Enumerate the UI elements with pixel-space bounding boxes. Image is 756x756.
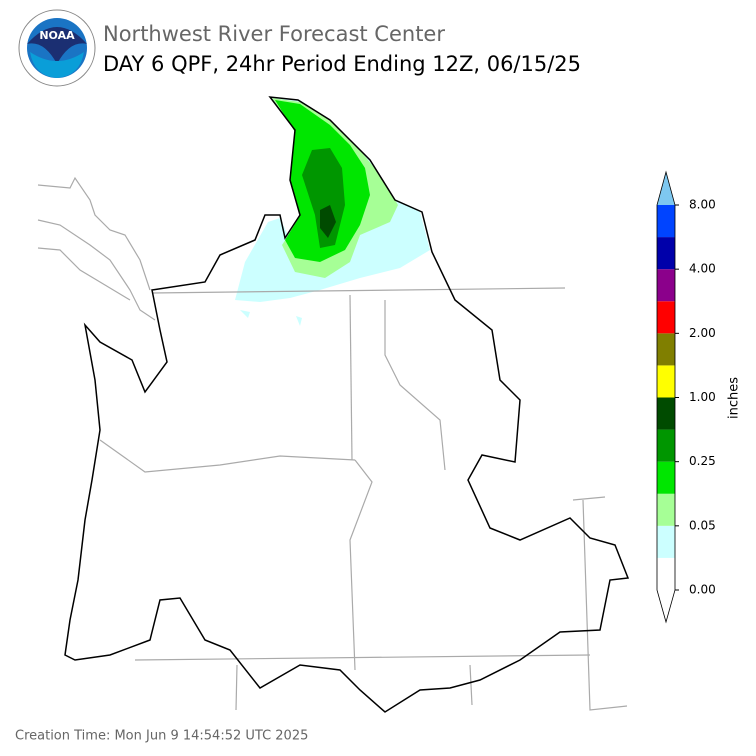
colorbar-bin	[657, 365, 675, 398]
colorbar-tick-label: 2.00	[689, 326, 716, 340]
state-lines	[99, 287, 628, 711]
colorbar-tick-label: 1.00	[689, 390, 716, 404]
colorbar-bin	[657, 557, 675, 590]
colorbar-bin	[657, 429, 675, 462]
creation-time: Creation Time: Mon Jun 9 14:54:52 UTC 20…	[15, 729, 308, 744]
colorbar-bin	[657, 461, 675, 494]
colorbar: 0.00 0.05 0.25 1.00 2.00 4.00 8.00	[656, 170, 716, 624]
colorbar-bin	[657, 205, 675, 238]
colorbar-bin	[657, 237, 675, 270]
agency: Northwest River Forecast Center	[103, 22, 445, 46]
precip-heaviest	[320, 205, 336, 238]
colorbar-bin	[657, 301, 675, 334]
map	[37, 96, 630, 713]
bc-coast	[37, 176, 156, 321]
colorbar-tick-label: 4.00	[689, 262, 716, 276]
colorbar-bin	[657, 493, 675, 526]
basin-outline	[64, 96, 630, 713]
colorbar-tick-label: 0.05	[689, 518, 716, 532]
colorbar-bin	[657, 333, 675, 366]
title: DAY 6 QPF, 24hr Period Ending 12Z, 06/15…	[103, 52, 581, 76]
colorbar-bin	[657, 525, 675, 558]
colorbar-tick-label: 0.25	[689, 454, 716, 468]
colorbar-tick-label: 0.00	[689, 583, 716, 597]
legend-label: inches	[727, 377, 742, 419]
colorbar-under	[657, 590, 675, 622]
colorbar-tick-label: 8.00	[689, 198, 716, 212]
colorbar-bin	[657, 269, 675, 302]
colorbar-bin	[657, 397, 675, 430]
colorbar-over	[657, 172, 675, 205]
noaa-logo: NOAA	[18, 9, 96, 87]
logo-text: NOAA	[39, 29, 75, 42]
